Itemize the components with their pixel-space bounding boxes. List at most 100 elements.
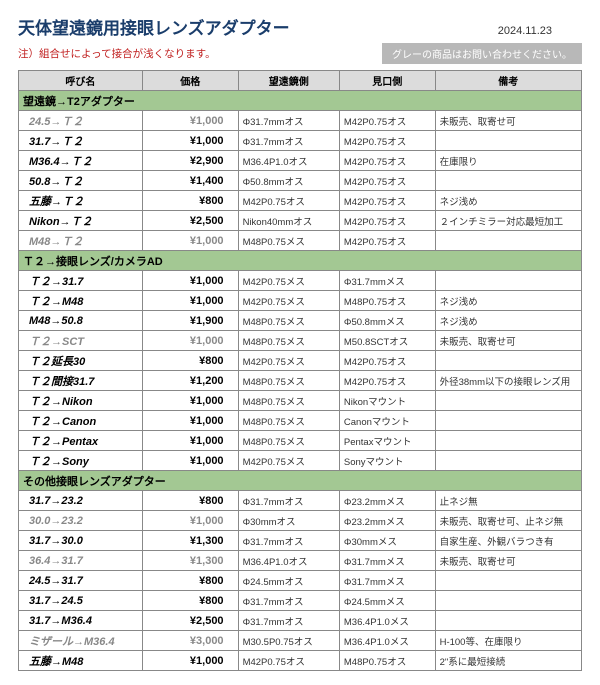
cell-note <box>435 591 581 611</box>
cell-b: Φ31.7mmメス <box>339 571 435 591</box>
cell-b: M42P0.75オス <box>339 111 435 131</box>
table-row: 31.7→23.2¥800Φ31.7mmオスΦ23.2mmメス止ネジ無 <box>19 491 582 511</box>
cell-price: ¥2,500 <box>142 211 238 231</box>
table-row: M36.4→Ｔ２¥2,900M36.4P1.0オスM42P0.75オス在庫限り <box>19 151 582 171</box>
cell-price: ¥1,000 <box>142 271 238 291</box>
cell-b: M48P0.75オス <box>339 651 435 671</box>
cell-price: ¥800 <box>142 571 238 591</box>
cell-a: M48P0.75メス <box>238 411 339 431</box>
page-title: 天体望遠鏡用接眼レンズアダプター <box>18 14 290 39</box>
cell-price: ¥800 <box>142 351 238 371</box>
cell-name: Ｔ２延長30 <box>19 351 143 371</box>
cell-b: Canonマウント <box>339 411 435 431</box>
cell-b: M42P0.75オス <box>339 231 435 251</box>
cell-price: ¥1,200 <box>142 371 238 391</box>
cell-price: ¥2,500 <box>142 611 238 631</box>
table-row: 31.7→30.0¥1,300Φ31.7mmオスΦ30mmメス自家生産、外観バラ… <box>19 531 582 551</box>
cell-name: Ｔ２→Canon <box>19 411 143 431</box>
cell-price: ¥1,000 <box>142 651 238 671</box>
cell-price: ¥1,900 <box>142 311 238 331</box>
cell-a: Nikon40mmオス <box>238 211 339 231</box>
cell-b: M42P0.75オス <box>339 191 435 211</box>
cell-a: Φ31.7mmオス <box>238 531 339 551</box>
cell-note: ネジ浅め <box>435 291 581 311</box>
section-header: その他接眼レンズアダプター <box>19 471 582 491</box>
cell-price: ¥1,000 <box>142 431 238 451</box>
cell-a: M42P0.75メス <box>238 351 339 371</box>
warning-text: 注）組合せによって接合が浅くなります。 <box>18 46 216 61</box>
cell-a: Φ31.7mmオス <box>238 111 339 131</box>
cell-note: 在庫限り <box>435 151 581 171</box>
table-row: Ｔ２→M48¥1,000M42P0.75メスM48P0.75オスネジ浅め <box>19 291 582 311</box>
cell-price: ¥800 <box>142 591 238 611</box>
cell-note: 2"系に最短接続 <box>435 651 581 671</box>
cell-name: 31.7→30.0 <box>19 531 143 551</box>
cell-b: M42P0.75オス <box>339 151 435 171</box>
cell-a: M42P0.75メス <box>238 291 339 311</box>
cell-b: Pentaxマウント <box>339 431 435 451</box>
col-note: 備考 <box>435 71 581 91</box>
cell-note <box>435 411 581 431</box>
table-row: 30.0→23.2¥1,000Φ30mmオスΦ23.2mmメス未販売、取寄せ可、… <box>19 511 582 531</box>
col-price: 価格 <box>142 71 238 91</box>
table-row: 36.4→31.7¥1,300M36.4P1.0オスΦ31.7mmメス未販売、取… <box>19 551 582 571</box>
cell-b: M36.4P1.0メス <box>339 611 435 631</box>
cell-price: ¥1,000 <box>142 331 238 351</box>
section-title: その他接眼レンズアダプター <box>19 471 582 491</box>
cell-note: 未販売、取寄せ可 <box>435 331 581 351</box>
cell-price: ¥1,400 <box>142 171 238 191</box>
cell-price: ¥800 <box>142 491 238 511</box>
cell-price: ¥1,000 <box>142 111 238 131</box>
table-row: Ｔ２→SCT¥1,000M48P0.75メスM50.8SCTオス未販売、取寄せ可 <box>19 331 582 351</box>
cell-note <box>435 231 581 251</box>
table-row: Ｔ２→Canon¥1,000M48P0.75メスCanonマウント <box>19 411 582 431</box>
cell-note: 自家生産、外観バラつき有 <box>435 531 581 551</box>
cell-b: Φ24.5mmメス <box>339 591 435 611</box>
cell-a: M42P0.75オス <box>238 191 339 211</box>
cell-a: Φ31.7mmオス <box>238 491 339 511</box>
table-row: M48→50.8¥1,900M48P0.75メスΦ50.8mmメスネジ浅め <box>19 311 582 331</box>
cell-b: Φ23.2mmメス <box>339 511 435 531</box>
table-row: Ｔ２→Pentax¥1,000M48P0.75メスPentaxマウント <box>19 431 582 451</box>
cell-note: 未販売、取寄せ可、止ネジ無 <box>435 511 581 531</box>
cell-a: M36.4P1.0オス <box>238 551 339 571</box>
table-header-row: 呼び名 価格 望遠鏡側 見口側 備考 <box>19 71 582 91</box>
cell-name: M48→50.8 <box>19 311 143 331</box>
cell-name: 24.5→31.7 <box>19 571 143 591</box>
cell-b: M42P0.75オス <box>339 171 435 191</box>
cell-a: M42P0.75オス <box>238 651 339 671</box>
cell-price: ¥1,000 <box>142 391 238 411</box>
cell-price: ¥1,000 <box>142 451 238 471</box>
gray-note-box: グレーの商品はお問い合わせください。 <box>382 43 582 64</box>
page-date: 2024.11.23 <box>498 25 582 37</box>
cell-name: Nikon→Ｔ２ <box>19 211 143 231</box>
table-row: 24.5→Ｔ２¥1,000Φ31.7mmオスM42P0.75オス未販売、取寄せ可 <box>19 111 582 131</box>
cell-name: 36.4→31.7 <box>19 551 143 571</box>
cell-name: Ｔ２間接31.7 <box>19 371 143 391</box>
cell-name: 五藤→Ｔ２ <box>19 191 143 211</box>
cell-b: M42P0.75オス <box>339 351 435 371</box>
cell-price: ¥3,000 <box>142 631 238 651</box>
cell-a: M48P0.75メス <box>238 391 339 411</box>
cell-price: ¥1,000 <box>142 231 238 251</box>
cell-name: 50.8→Ｔ２ <box>19 171 143 191</box>
cell-price: ¥800 <box>142 191 238 211</box>
table-row: 24.5→31.7¥800Φ24.5mmオスΦ31.7mmメス <box>19 571 582 591</box>
cell-note: 止ネジ無 <box>435 491 581 511</box>
table-row: 31.7→Ｔ２¥1,000Φ31.7mmオスM42P0.75オス <box>19 131 582 151</box>
section-header: Ｔ２→接眼レンズ/カメラAD <box>19 251 582 271</box>
col-scope: 望遠鏡側 <box>238 71 339 91</box>
cell-b: Φ50.8mmメス <box>339 311 435 331</box>
cell-name: Ｔ２→Pentax <box>19 431 143 451</box>
cell-note <box>435 611 581 631</box>
cell-a: M48P0.75メス <box>238 371 339 391</box>
cell-b: M42P0.75オス <box>339 131 435 151</box>
cell-b: M50.8SCTオス <box>339 331 435 351</box>
cell-a: M42P0.75メス <box>238 451 339 471</box>
cell-name: M36.4→Ｔ２ <box>19 151 143 171</box>
cell-b: M48P0.75オス <box>339 291 435 311</box>
table-row: ミザール→M36.4¥3,000M30.5P0.75オスM36.4P1.0メスH… <box>19 631 582 651</box>
cell-note <box>435 451 581 471</box>
cell-note: ２インチミラー対応最短加工 <box>435 211 581 231</box>
cell-price: ¥1,000 <box>142 131 238 151</box>
